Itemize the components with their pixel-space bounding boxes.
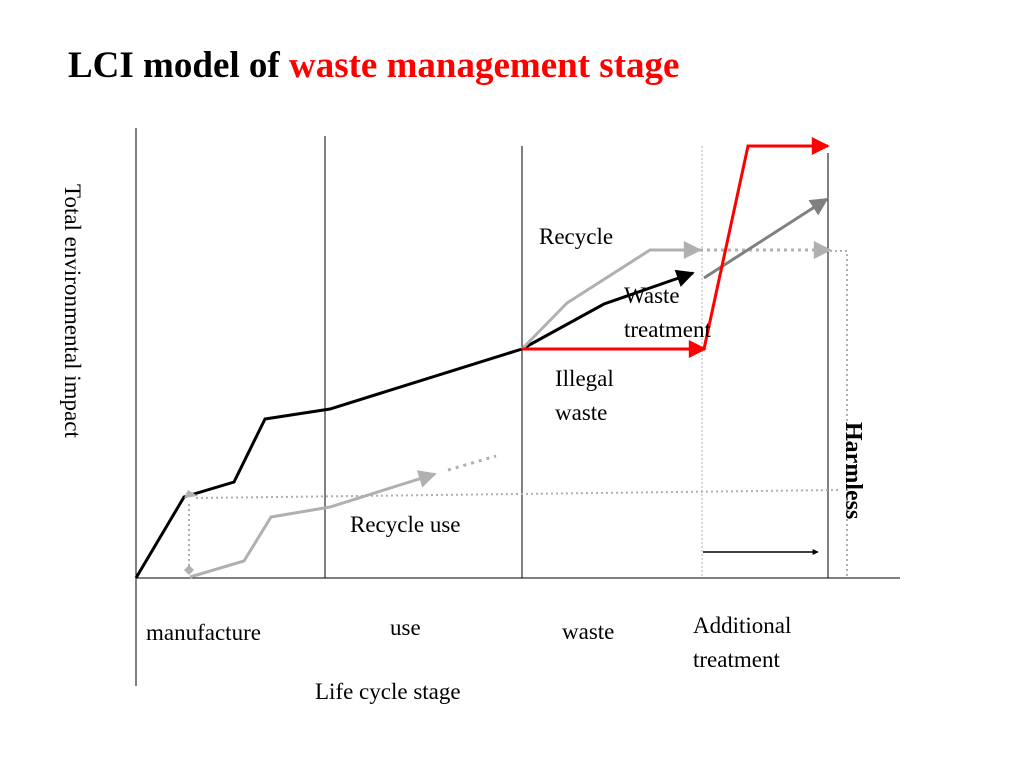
title-highlight: waste management stage — [288, 45, 680, 86]
additional-treatment-path — [703, 197, 829, 280]
title-prefix: LCI model of — [68, 45, 289, 86]
main-impact-path — [134, 347, 523, 579]
recycle-path — [520, 241, 702, 351]
manufacture-marker-diamond — [184, 565, 194, 575]
label-waste-treatment: Waste treatment — [624, 283, 711, 342]
waste-treatment-path — [521, 269, 695, 351]
baseline-dotted-line — [195, 489, 839, 499]
recycle-use-path — [189, 470, 437, 579]
label-harmless: Harmless — [840, 422, 866, 520]
stage-label-additional-treatment: Additional treatment — [693, 613, 792, 672]
manufacture-marker-triangle — [184, 490, 198, 498]
label-recycle: Recycle — [539, 224, 614, 249]
y-axis-label: Total environmental impact — [60, 184, 85, 438]
stage-label-use: use — [390, 615, 421, 640]
stage-label-waste: waste — [562, 619, 615, 644]
recycle-use-dotted-extension — [447, 454, 497, 472]
page-title: LCI model of waste management stage — [68, 44, 679, 87]
illegal-to-harmless-path — [702, 137, 830, 350]
x-axis-label: Life cycle stage — [315, 679, 461, 704]
stage-label-manufacture: manufacture — [146, 620, 261, 645]
harmless-dotted-connector — [830, 250, 848, 578]
label-recycle-use: Recycle use — [350, 512, 461, 537]
label-illegal-waste: Illegal waste — [555, 366, 614, 425]
